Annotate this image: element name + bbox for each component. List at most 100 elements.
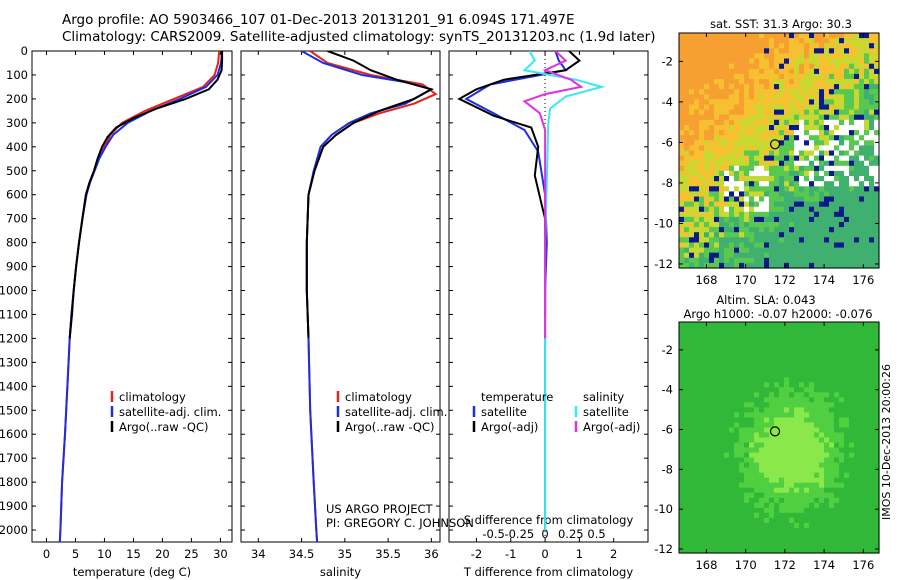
depth-tick-label: 2000 [0,523,28,537]
sal-xtick-label: 35.5 [375,547,401,561]
sla-map-image [679,322,880,554]
depth-tick-label: 900 [6,260,28,274]
sla-map-lon-label: 170 [735,558,757,572]
sst-map-lon-label: 176 [852,273,874,287]
depth-tick-label: 1800 [0,475,28,489]
temp-xtick-label: 15 [126,547,141,561]
temperature-axis-label: temperature (deg C) [73,565,191,579]
sla-argo-location-marker [769,426,781,437]
diff-legend-temp-header: temperature [481,390,553,404]
sla-map-lat-label: -10 [654,502,673,516]
tdiff-axis-label: T difference from climatology [463,565,634,579]
diff-xtick-label: -1 [505,547,516,561]
depth-tick-label: 500 [6,164,28,178]
depth-tick-label: 800 [6,236,28,250]
sst-map-title: sat. SST: 31.3 Argo: 30.3 [710,17,852,31]
depth-tick-label: 400 [6,140,28,154]
sal-legend-label-2: Argo(..raw -QC) [345,420,435,434]
sst-map-frame [678,32,880,269]
figure-title-line2: Climatology: CARS2009. Satellite-adjuste… [62,29,656,45]
temp-series-satellite [58,51,224,542]
diff-series-S-satellite [522,51,606,530]
temp-xtick-label: 25 [184,547,199,561]
sdiff-tick-label: 0.5 [587,527,605,541]
diff-temp-legend-label-0: satellite [481,405,527,419]
sst-map-lat-label: -6 [662,135,673,149]
sdiff-tick-label: 0.25 [558,527,584,541]
depth-tick-label: 1100 [0,307,28,321]
sla-map-lon-label: 174 [813,558,835,572]
sdiff-axis-label: S difference from climatology [464,513,634,527]
project-annotation: US ARGO PROJECT [326,502,434,516]
sst-map-lat-label: -8 [662,176,673,190]
sal-legend-label-0: climatology [345,390,412,404]
diff-xtick-label: 0 [541,547,548,561]
depth-tick-label: 600 [6,188,28,202]
sst-map-lon-label: 174 [813,273,835,287]
sdiff-tick-label: -0.5 [482,527,504,541]
sst-map-lat-label: -2 [662,54,673,68]
sst-argo-location-marker [769,139,781,150]
sst-map-image [679,33,880,269]
sla-map-frame [678,321,880,554]
depth-tick-label: 700 [6,212,28,226]
depth-tick-label: 100 [6,68,28,82]
depth-tick-label: 0 [21,44,28,58]
depth-tick-label: 1600 [0,427,28,441]
temp-series-climatology [58,51,221,542]
diff-temp-legend-label-1: Argo(-adj) [481,420,538,434]
depth-tick-label: 1300 [0,355,28,369]
diff-series-S-argo [522,51,584,339]
sst-map-lon-label: 172 [774,273,796,287]
depth-tick-label: 1700 [0,451,28,465]
sla-map-lon-label: 172 [774,558,796,572]
depth-tick-label: 1900 [0,499,28,513]
sst-map-lat-label: -12 [654,257,673,271]
sst-map-lon-label: 168 [695,273,717,287]
diff-legend-sal-header: salinity [583,390,624,404]
depth-tick-label: 1400 [0,379,28,393]
sla-map-lat-label: -8 [662,462,673,476]
figure-title-line1: Argo profile: AO 5903466_107 01-Dec-2013… [62,12,575,28]
sst-map-lon-label: 170 [735,273,757,287]
depth-tick-label: 300 [6,116,28,130]
temperature-plot-frame [31,50,233,543]
temp-xtick-label: 30 [213,547,228,561]
temp-legend-label-2: Argo(..raw -QC) [119,420,209,434]
sla-map-lat-label: -12 [654,542,673,556]
pi-annotation: PI: GREGORY C. JOHNSON [326,516,474,530]
sla-map-lon-label: 168 [695,558,717,572]
sal-series-satellite [301,51,434,542]
sal-series-argo [305,51,434,339]
altimetry-map-title: Altim. SLA: 0.043 [716,293,816,307]
temp-series-argo [68,51,224,339]
sal-series-climatology [305,51,438,542]
salinity-plot-frame [240,50,441,543]
temp-xtick-label: 10 [97,547,112,561]
sal-xtick-label: 34 [251,547,266,561]
temp-xtick-label: 0 [43,547,50,561]
sst-map-lat-label: -4 [662,95,673,109]
diff-xtick-label: 1 [576,547,583,561]
sdiff-tick-label: -0.25 [504,527,534,541]
sal-xtick-label: 35 [338,547,353,561]
sla-map-lat-label: -6 [662,423,673,437]
diff-xtick-label: 2 [610,547,617,561]
temp-legend-label-1: satellite-adj. clim. [119,405,221,419]
diff-sal-legend-label-0: satellite [583,405,629,419]
temp-legend-label-0: climatology [119,390,186,404]
depth-tick-label: 1500 [0,403,28,417]
sst-map-lat-label: -10 [654,216,673,230]
altimetry-map-subtitle: Argo h1000: -0.07 h2000: -0.076 [683,307,873,321]
temp-xtick-label: 5 [72,547,79,561]
sal-xtick-label: 36 [424,547,439,561]
diff-sal-legend-label-1: Argo(-adj) [583,420,640,434]
difference-plot-frame [448,50,649,543]
temp-xtick-label: 20 [155,547,170,561]
sla-map-lat-label: -4 [662,383,673,397]
diff-xtick-label: -2 [471,547,482,561]
sla-map-lon-label: 176 [852,558,874,572]
salinity-axis-label: salinity [320,565,361,579]
